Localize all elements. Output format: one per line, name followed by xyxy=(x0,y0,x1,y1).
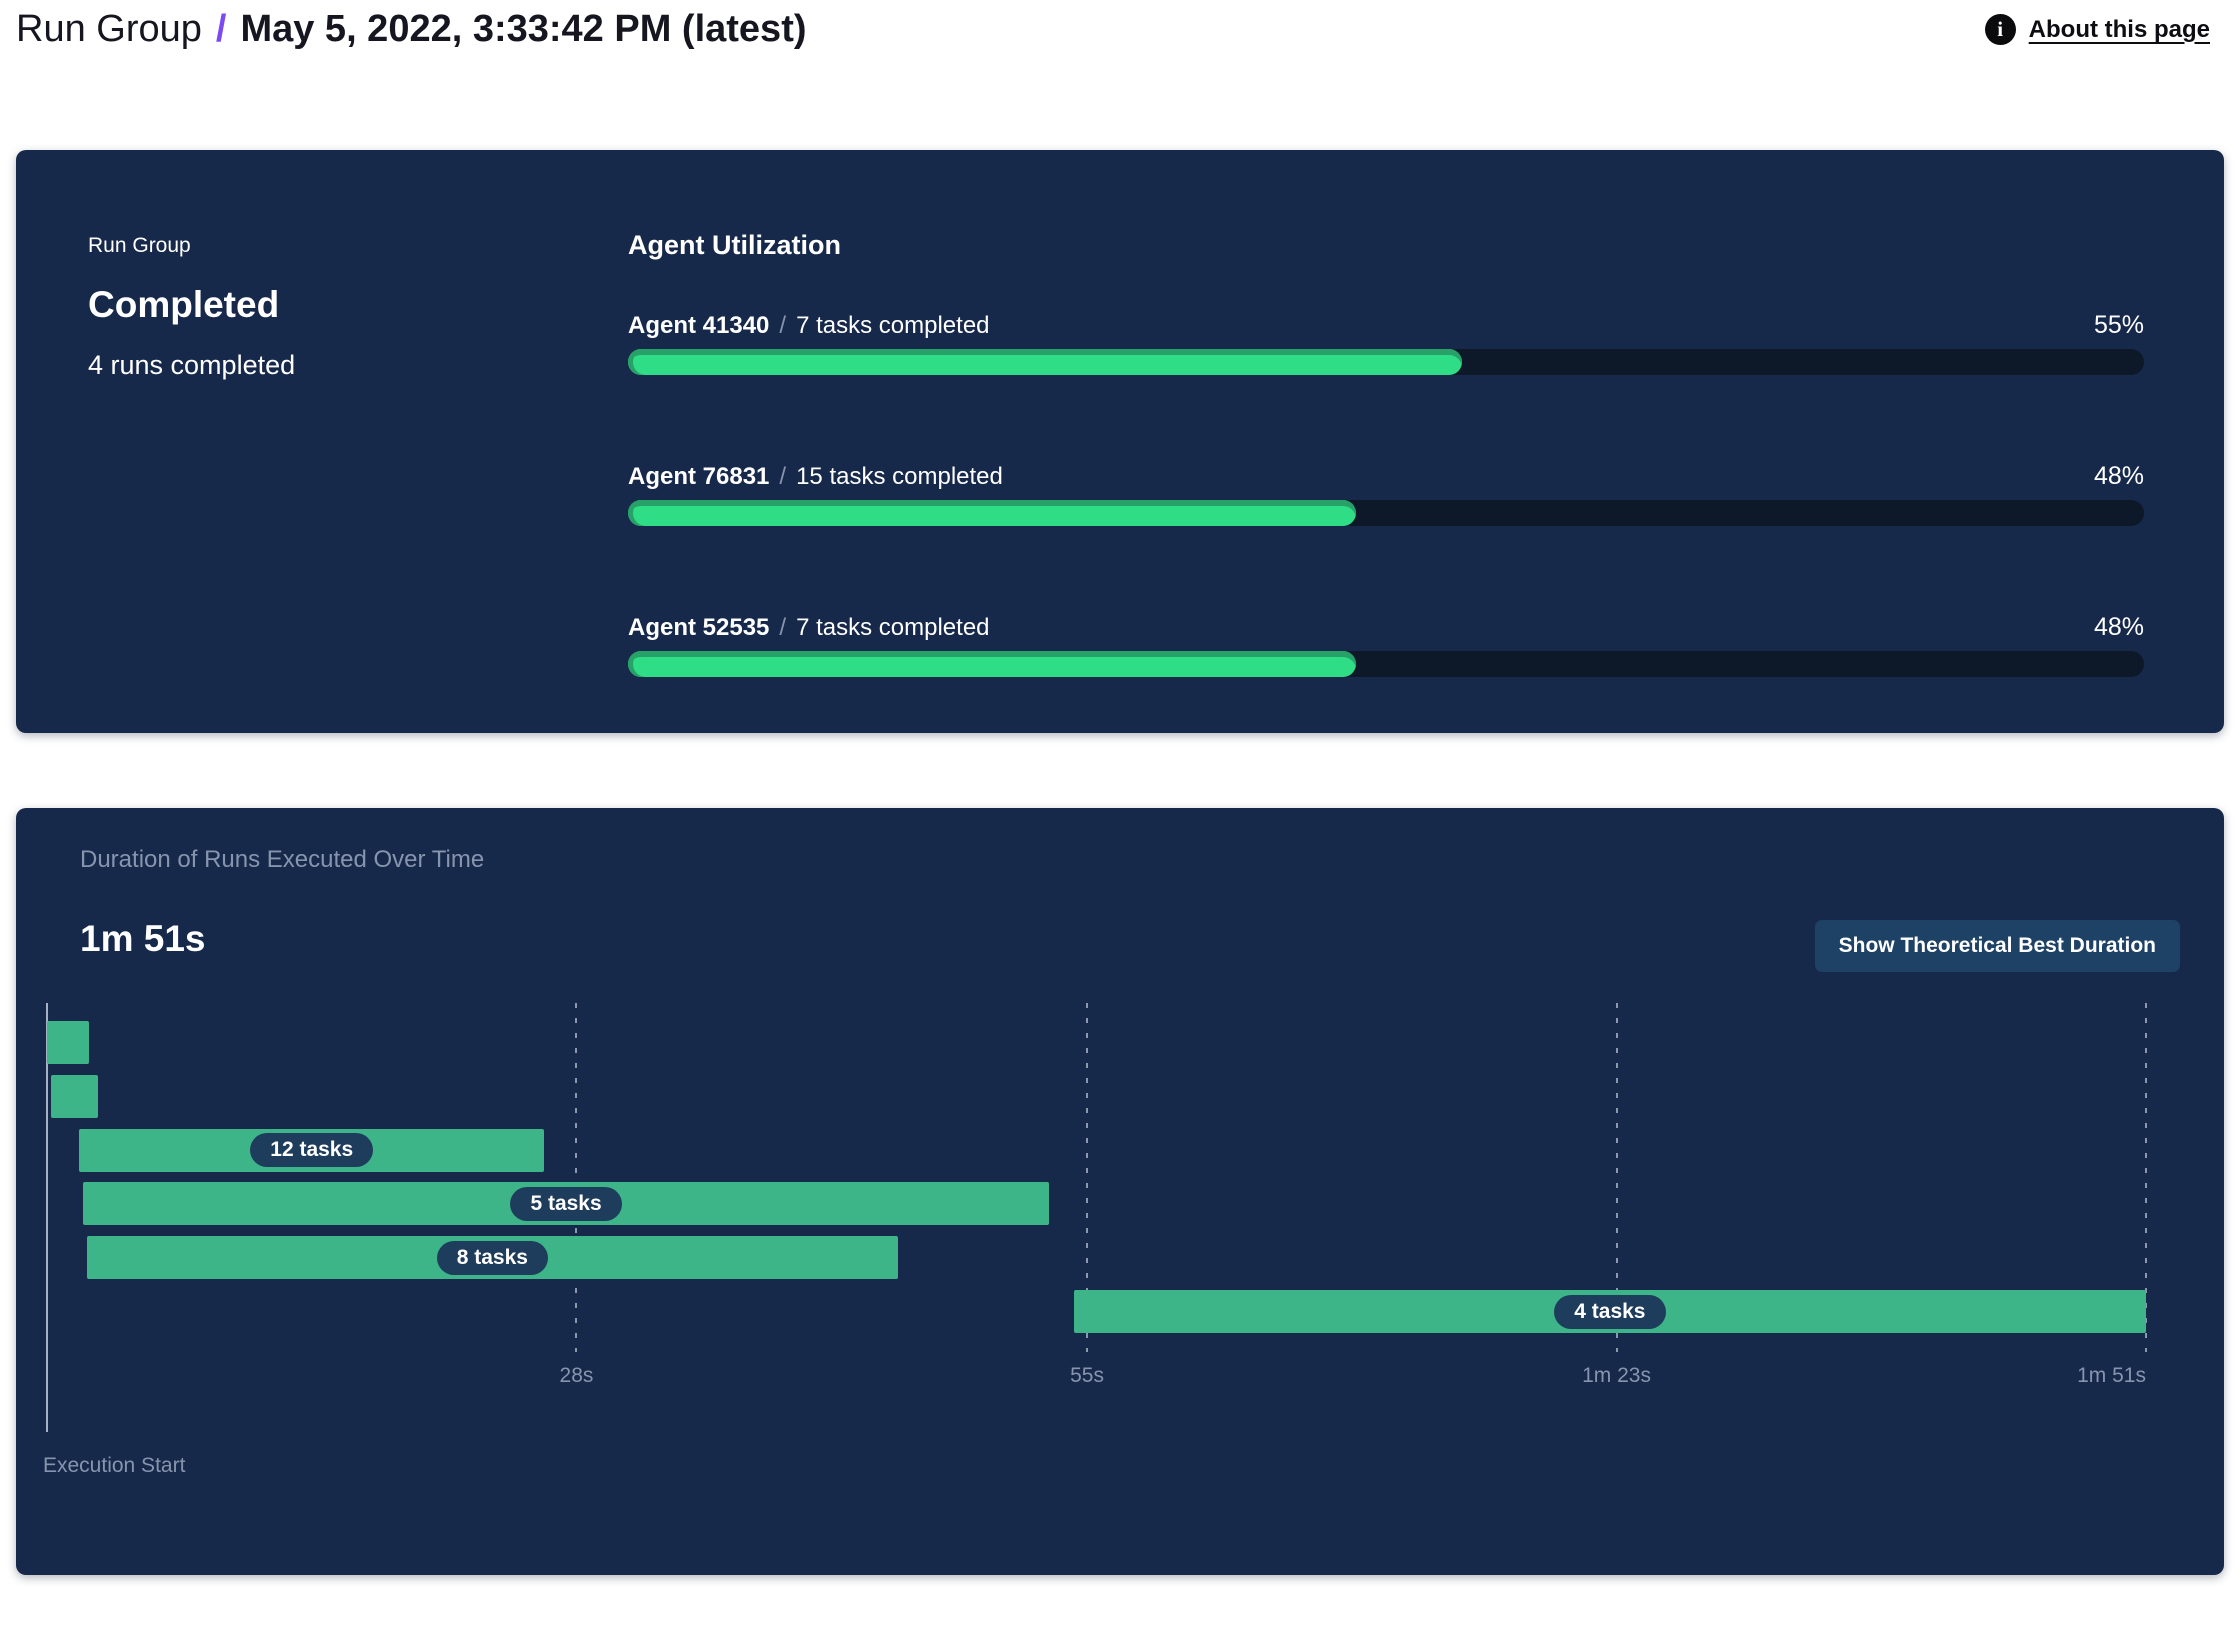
run-bar[interactable]: 5 tasks xyxy=(82,1182,1050,1226)
run-bar[interactable]: 12 tasks xyxy=(79,1128,545,1172)
total-duration-value: 1m 51s xyxy=(80,918,206,959)
agent-name: Agent 76831 xyxy=(628,463,770,490)
status-column: Run Group Completed 4 runs completed xyxy=(16,150,628,733)
agent-tasks-completed: 15 tasks completed xyxy=(796,463,1003,490)
about-this-page-link[interactable]: i About this page xyxy=(1984,14,2210,45)
time-tick-label: 28s xyxy=(559,1364,594,1387)
run-bar[interactable] xyxy=(47,1021,89,1064)
agent-utilization-percent: 48% xyxy=(2093,462,2144,490)
agent-name: Agent 52535 xyxy=(628,614,770,641)
agent-utilization-row: Agent 52535 / 7 tasks completed 48% xyxy=(628,613,2144,677)
utilization-progressbar-fill xyxy=(628,651,1356,677)
show-theoretical-best-duration-button[interactable]: Show Theoretical Best Duration xyxy=(1814,920,2180,972)
time-gridline xyxy=(2145,1003,2147,1352)
info-icon: i xyxy=(1984,14,2016,45)
agent-utilization-section: Agent Utilization Agent 41340 / 7 tasks … xyxy=(628,150,2224,733)
task-count-chip: 4 tasks xyxy=(1554,1294,1666,1329)
agent-utilization-percent: 55% xyxy=(2093,311,2144,339)
run-bar[interactable]: 4 tasks xyxy=(1073,1290,2146,1333)
breadcrumb: Run Group xyxy=(16,8,202,50)
run-bar[interactable]: 8 tasks xyxy=(86,1236,898,1280)
run-bar[interactable] xyxy=(50,1074,99,1118)
runs-completed-text: 4 runs completed xyxy=(88,350,296,380)
agent-tasks-completed: 7 tasks completed xyxy=(796,614,990,641)
agent-utilization-percent: 48% xyxy=(2093,613,2144,641)
agent-utilization-row: Agent 76831 / 15 tasks completed 48% xyxy=(628,462,2144,526)
utilization-progressbar-fill xyxy=(628,500,1356,526)
time-gridline xyxy=(1615,1003,1618,1352)
time-gridline xyxy=(1086,1003,1089,1352)
agent-separator: / xyxy=(779,312,787,339)
execution-start-label: Execution Start xyxy=(43,1454,186,1477)
utilization-progressbar-track xyxy=(628,349,2144,375)
utilization-progressbar-fill xyxy=(628,349,1462,375)
utilization-progressbar-track xyxy=(628,500,2144,526)
task-count-chip: 12 tasks xyxy=(250,1133,374,1168)
time-tick-label: 55s xyxy=(1070,1364,1104,1387)
run-timestamp-title: May 5, 2022, 3:33:42 PM (latest) xyxy=(240,8,807,50)
utilization-progressbar-track xyxy=(628,651,2144,677)
page-header: Run Group / May 5, 2022, 3:33:42 PM (lat… xyxy=(16,8,2210,51)
agent-separator: / xyxy=(779,614,787,641)
status-label: Run Group xyxy=(88,234,191,257)
page-title: Run Group / May 5, 2022, 3:33:42 PM (lat… xyxy=(16,8,807,51)
breadcrumb-separator: / xyxy=(215,8,227,50)
execution-start-axis-line xyxy=(46,1003,48,1432)
time-tick-label: 1m 51s xyxy=(2077,1364,2146,1387)
duration-chart-title: Duration of Runs Executed Over Time xyxy=(80,846,485,873)
about-link-label: About this page xyxy=(2028,15,2210,43)
status-value: Completed xyxy=(88,284,280,325)
agent-name: Agent 41340 xyxy=(628,312,770,339)
run-group-status-panel: Run Group Completed 4 runs completed Age… xyxy=(16,150,2224,733)
gantt-chart: 12 tasks 5 tasks 8 tasks 4 tasks 28s 55s 1m 2… xyxy=(46,1003,2147,1432)
agent-separator: / xyxy=(779,463,787,490)
task-count-chip: 5 tasks xyxy=(510,1186,622,1221)
task-count-chip: 8 tasks xyxy=(436,1240,548,1275)
agent-tasks-completed: 7 tasks completed xyxy=(796,312,990,339)
time-tick-label: 1m 23s xyxy=(1582,1364,1651,1387)
agent-utilization-title: Agent Utilization xyxy=(628,230,841,260)
agent-utilization-row: Agent 41340 / 7 tasks completed 55% xyxy=(628,311,2144,375)
time-gridline xyxy=(575,1003,578,1352)
duration-chart-panel: Duration of Runs Executed Over Time 1m 5… xyxy=(16,808,2224,1575)
